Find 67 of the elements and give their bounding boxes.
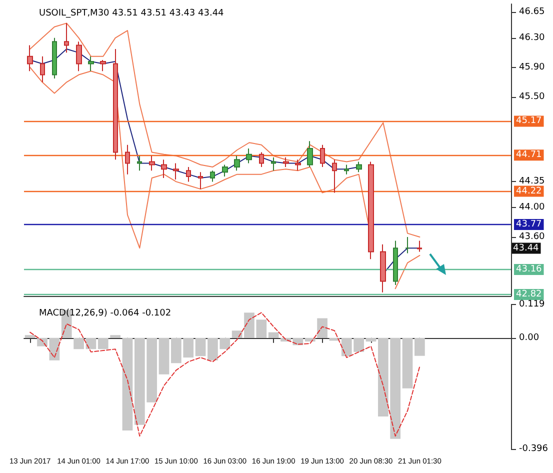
y-tick-label: 0.00 [519,332,540,343]
candlestick [149,155,155,172]
candlestick [271,156,276,172]
candlestick [198,172,203,190]
y-tick-label: -0.396 [519,444,548,454]
candlestick [100,60,106,72]
candlestick [161,159,167,179]
bar [402,338,413,388]
ref-line-label: 43.77 [516,219,542,230]
ref-line-label: 42.82 [516,290,542,300]
candlestick [380,244,386,293]
candlestick [356,161,362,173]
bar [110,335,120,338]
bar [366,338,376,342]
candlestick [52,37,57,79]
candlestick [186,166,191,182]
candlestick [259,152,264,168]
candlestick [27,44,33,72]
y-tick-label: 45.50 [519,92,546,102]
candlestick [246,148,252,164]
bar [24,335,36,338]
bar [317,318,328,338]
candlestick [320,144,325,168]
bar [158,338,170,374]
bar [195,338,206,356]
candlestick [405,236,410,254]
candlestick [234,155,240,172]
candlestick [368,161,374,260]
y-tick-label: 44.35 [519,176,545,187]
annotation: 43.44 [513,243,540,254]
y-tick-label: 46.65 [519,7,545,18]
ref-line-label: 44.71 [516,150,542,160]
ref-line-label: 43.16 [516,264,542,274]
candlestick [64,22,69,54]
candlestick [125,144,130,175]
candlestick [222,164,228,178]
candlestick [88,56,94,72]
y-tick-label: 44.00 [519,202,546,213]
candlestick [393,240,398,286]
candlestick [173,162,179,180]
candlestick [40,56,45,83]
ref-line-label: 44.22 [516,186,542,196]
candlestick [417,240,422,252]
bar [232,330,242,338]
line-series [30,22,420,238]
candlestick [295,159,301,172]
candlestick [307,140,313,168]
ref-line-label: 45.17 [516,116,542,126]
text: USOIL_SPT,M30 43.51 43.51 43.43 43.44 [39,8,224,18]
bar [414,338,425,356]
y-tick-label: 0.119 [519,300,546,310]
chart-title: MACD(12,26,9) -0.064 -0.102 [39,308,172,318]
y-tick-label: 43.60 [519,232,546,242]
bar [98,338,108,350]
bar [74,338,84,350]
bar [86,338,96,350]
candlestick [344,164,349,175]
y-tick-label: 45.90 [519,62,546,72]
candlestick [332,159,337,194]
candlestick [283,156,289,168]
candlestick [76,41,82,72]
y-tick-label: 46.30 [519,32,546,43]
candlestick [210,170,215,182]
bar [122,338,133,430]
bar [268,332,279,338]
candlestick [113,48,118,160]
candlestick [137,155,142,172]
